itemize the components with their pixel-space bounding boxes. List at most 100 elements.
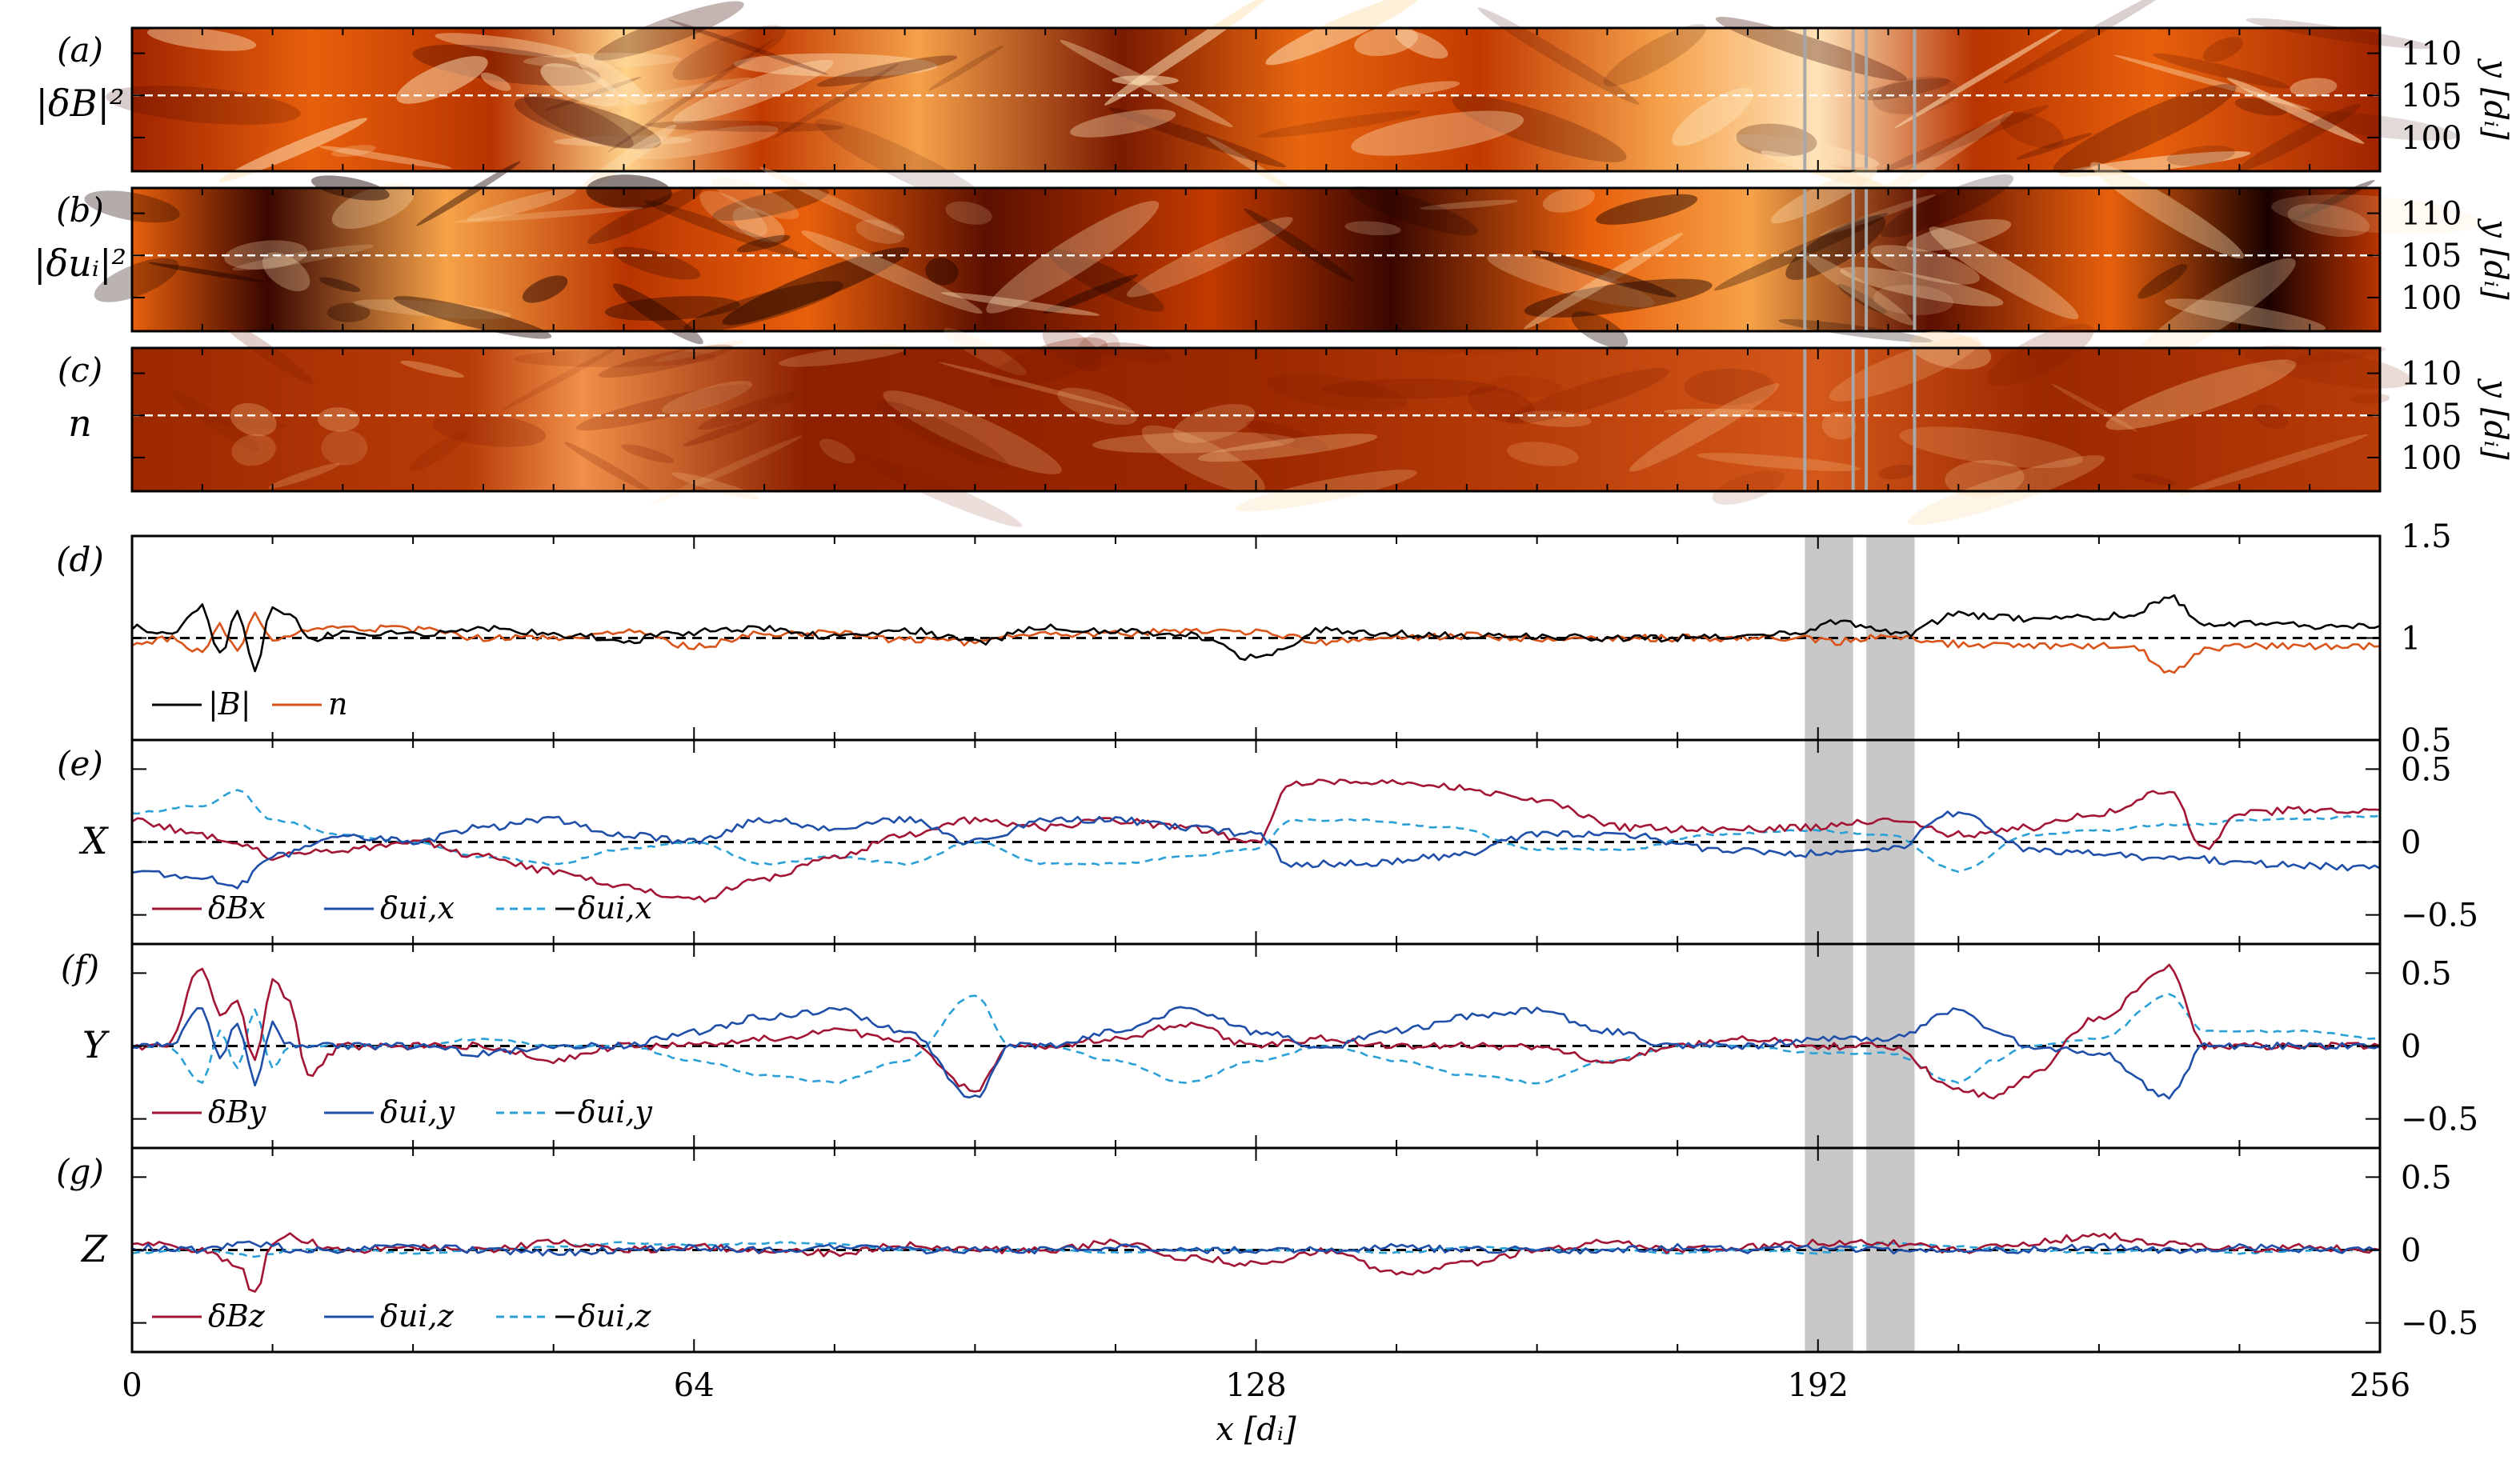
heatmap-structure bbox=[1899, 426, 2083, 469]
heatmap-structure bbox=[1467, 386, 1536, 423]
y-tick-label: −0.5 bbox=[2401, 1306, 2478, 1342]
heatmap-structure bbox=[683, 281, 843, 333]
heatmap-structure bbox=[662, 381, 753, 414]
heatmap-structure bbox=[435, 33, 579, 58]
y-tick-label: −0.5 bbox=[2401, 1102, 2478, 1138]
panel-label: (e) bbox=[57, 744, 103, 783]
heatmap-structure bbox=[2287, 203, 2370, 238]
panel-b: 110 105 100 (b) |δuᵢ|² y [dᵢ] bbox=[34, 161, 2514, 366]
y-tick-label: 1.5 bbox=[2401, 518, 2452, 555]
heatmap-field bbox=[132, 28, 2380, 171]
y-tick-label: 110 bbox=[2401, 36, 2462, 73]
heatmap-structure bbox=[1821, 412, 1857, 440]
heatmap-structure bbox=[643, 199, 808, 260]
heatmap-structure bbox=[2166, 145, 2235, 166]
heatmap-structure bbox=[2238, 104, 2361, 172]
y-tick-label: 0.5 bbox=[2401, 955, 2452, 992]
heatmap-structure bbox=[943, 328, 1027, 376]
heatmap-structure bbox=[586, 174, 672, 210]
series-line-1 bbox=[131, 1006, 2381, 1100]
heatmap-structure bbox=[1524, 278, 1713, 318]
y-tick-label: −0.5 bbox=[2401, 898, 2478, 934]
heatmap-structure bbox=[319, 277, 361, 292]
heatmap-structure bbox=[215, 315, 314, 385]
panel-label: (c) bbox=[58, 350, 102, 390]
heatmap-structure bbox=[1257, 110, 1421, 138]
x-tick-label: 192 bbox=[1788, 1367, 1849, 1404]
heatmap-structure bbox=[1878, 465, 1917, 480]
heatmap-structure bbox=[2290, 78, 2338, 98]
heatmap-structure bbox=[1883, 105, 2049, 171]
y-axis-label: y [dᵢ] bbox=[2477, 378, 2514, 460]
y-tick-label: 105 bbox=[2401, 78, 2462, 114]
heatmap-structure bbox=[925, 258, 959, 286]
heatmap-structure bbox=[940, 292, 1100, 316]
heatmap-structure bbox=[2164, 298, 2326, 331]
heatmap-structure bbox=[1929, 226, 2079, 319]
heatmap-structure bbox=[1684, 368, 1776, 406]
heatmap-structure bbox=[1840, 266, 2004, 306]
heatmap-structure bbox=[772, 62, 899, 139]
y-tick-label: 110 bbox=[2401, 196, 2462, 233]
heatmap-structure bbox=[1127, 217, 1293, 298]
series-line-2 bbox=[131, 789, 2381, 874]
heatmap-structure bbox=[575, 384, 751, 431]
heatmap-structure bbox=[1736, 123, 1817, 157]
heatmap-structure bbox=[653, 340, 746, 362]
panel-a: 110 105 100 (a) |δB|² y [dᵢ] bbox=[36, 0, 2514, 222]
heatmap-structure bbox=[604, 296, 740, 321]
heatmap-structure bbox=[268, 462, 340, 489]
heatmap-structure bbox=[2286, 346, 2386, 365]
heatmap-structure bbox=[523, 53, 682, 68]
heatmap-structure bbox=[649, 435, 803, 506]
quantity-label: n bbox=[68, 402, 92, 445]
panel-d: 1.5 1 0.5 (d) |B| n bbox=[56, 518, 2451, 759]
heatmap-structure bbox=[1197, 434, 1378, 462]
heatmap-structure bbox=[945, 201, 992, 225]
heatmap-panels: 110 105 100 (a) |δB|² y [dᵢ] 110 105 100 (b) |δuᵢ|… bbox=[34, 0, 2514, 527]
series-line-0 bbox=[131, 1232, 2381, 1293]
heatmap-structure bbox=[327, 302, 371, 322]
series-line-1 bbox=[131, 1240, 2381, 1257]
legend-label: δBy bbox=[208, 1094, 266, 1130]
heatmap-structure bbox=[986, 201, 1160, 314]
heatmap-structure bbox=[1905, 218, 2012, 252]
heatmap-structure bbox=[1112, 75, 1179, 86]
heatmap-structure bbox=[409, 431, 468, 471]
heatmap-structure bbox=[1141, 425, 1265, 494]
heatmap-structure bbox=[400, 360, 464, 378]
heatmap-structure bbox=[668, 19, 828, 75]
heatmap-structure bbox=[2132, 258, 2296, 366]
quantity-label: Z bbox=[80, 1227, 108, 1270]
y-tick-label: 0 bbox=[2401, 1029, 2421, 1066]
y-tick-label: 105 bbox=[2401, 238, 2462, 274]
legend-label: −δui,z bbox=[552, 1298, 651, 1334]
heatmap-structure bbox=[1266, 374, 1408, 412]
quantity-label: |δuᵢ|² bbox=[34, 242, 126, 285]
series-line-0 bbox=[131, 594, 2381, 673]
heatmap-structure bbox=[734, 53, 938, 77]
x-axis-label: x [dᵢ] bbox=[1216, 1411, 1296, 1448]
legend-label: |B| bbox=[208, 686, 251, 722]
heatmap-structure bbox=[1172, 404, 1256, 443]
heatmap-structure bbox=[2271, 194, 2479, 234]
heatmap-structure bbox=[587, 186, 703, 245]
quantity-label: Y bbox=[82, 1023, 110, 1066]
heatmap-structure bbox=[1837, 284, 1887, 314]
heatmap-structure bbox=[354, 299, 512, 319]
heatmap-structure bbox=[522, 275, 568, 303]
y-axis-label: y [dᵢ] bbox=[2477, 58, 2514, 140]
heatmap-structure bbox=[1070, 109, 1176, 138]
heatmap-structure bbox=[1348, 186, 1478, 235]
heatmap-structure bbox=[2246, 18, 2434, 50]
heatmap-structure bbox=[148, 262, 265, 282]
heatmap-structure bbox=[2132, 473, 2177, 486]
heatmap-structure bbox=[1785, 215, 1886, 280]
shaded-interval bbox=[1866, 740, 1915, 944]
heatmap-structure bbox=[699, 190, 768, 238]
heatmap-structure bbox=[2245, 345, 2412, 389]
